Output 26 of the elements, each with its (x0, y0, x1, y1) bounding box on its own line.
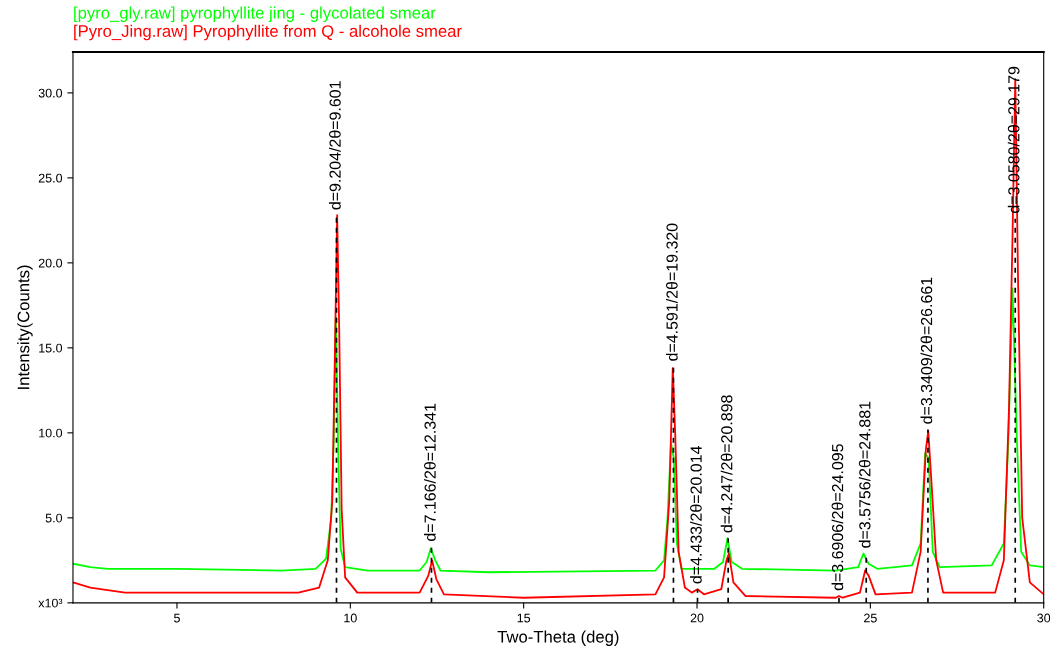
y-axis-title: Intensity(Counts) (17, 265, 33, 389)
y-tick-label: 5.0 (45, 513, 63, 523)
annotation: d=3.3409/2θ=26.661 (920, 277, 933, 424)
x-tick-label: 5 (174, 613, 180, 623)
x-tick-label: 10 (344, 613, 357, 623)
text: [pyro_gly.raw] pyrophyllite jing - glycolated smear (74, 6, 436, 23)
annotation: d=4.591/2θ=19.320 (665, 223, 678, 361)
annotation: d=4.433/2θ=20.014 (690, 446, 702, 584)
y-tick-label: 15.0 (39, 343, 63, 353)
annotation: d=9.204/2θ=9.601 (329, 81, 341, 210)
y-tick-label: 30.0 (38, 88, 63, 98)
annotation: d=3.6906/2θ=24.095 (831, 444, 844, 591)
x-tick-label: 30 (1037, 613, 1050, 623)
annotation: d=4.247/2θ=20.898 (720, 395, 733, 533)
annotation: d=3.0580/2θ=29.179 (1007, 66, 1020, 213)
x-tick-label: 15 (517, 613, 531, 623)
x-axis-title: Two-Theta (deg) (497, 630, 619, 646)
annotation: d=3.5756/2θ=24.881 (858, 401, 871, 548)
x-tick-label: 25 (864, 613, 877, 623)
y-tick-label: x10³ (38, 598, 63, 608)
x-tick-label: 20 (690, 613, 704, 623)
y-tick-label: 25.0 (38, 173, 63, 183)
y-tick-label: 10.0 (39, 428, 63, 438)
text: [Pyro_Jing.raw] Pyrophyllite from Q - alcohole smear (74, 24, 462, 41)
y-tick-label: 20.0 (38, 258, 63, 268)
annotation: d=7.166/2θ=12.341 (424, 403, 436, 541)
